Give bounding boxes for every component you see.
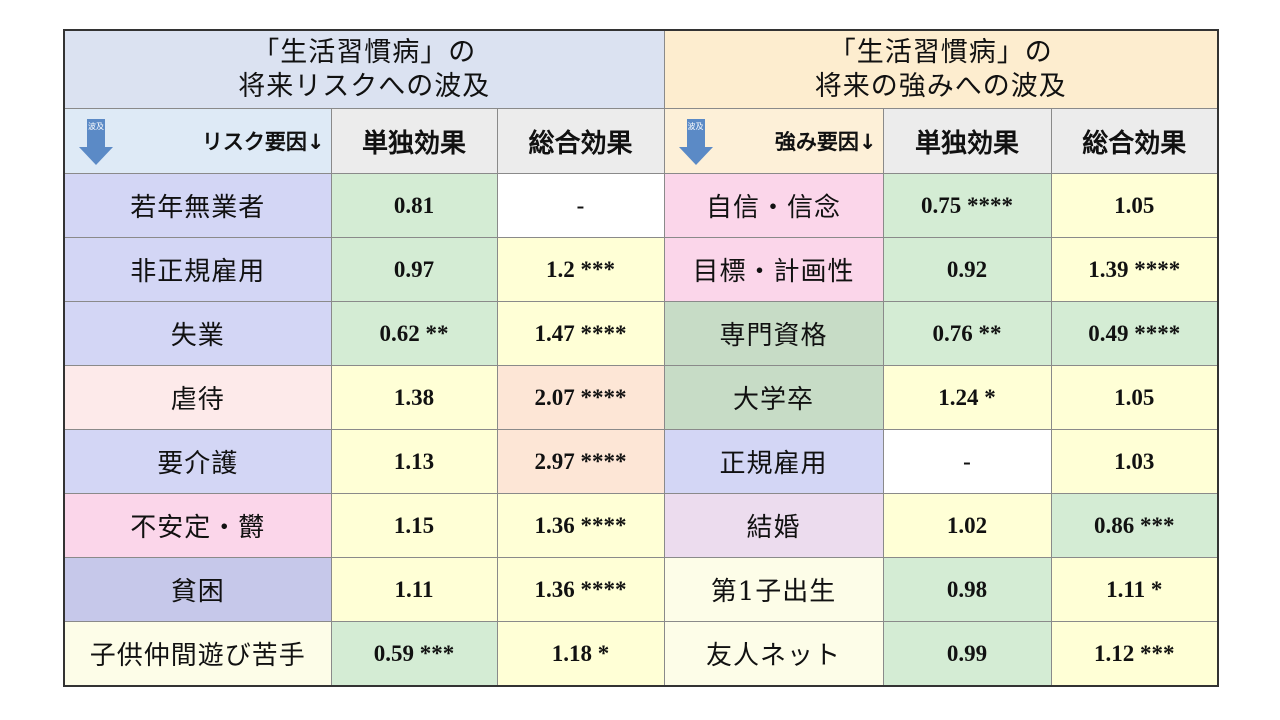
table-row: 若年無業者 0.81- 自信・信念 0.75 **** 1.05 bbox=[63, 173, 1219, 238]
risk-factor-cell: 不安定・欝 bbox=[63, 493, 332, 558]
strength-single-effect-cell: 0.98 bbox=[882, 557, 1052, 622]
table-row: 貧困 1.11 1.36 **** 第1子出生 0.98 1.11 * bbox=[63, 557, 1219, 622]
risk-factor-cell: 失業 bbox=[63, 301, 332, 366]
strength-total-effect-cell: 1.12 *** bbox=[1050, 621, 1219, 687]
risk-single-effect-cell: 1.38 bbox=[330, 365, 498, 430]
risk-single-effect-cell: 0.81 bbox=[330, 173, 498, 238]
strength-factor-header: 波及 強み要因↓ bbox=[663, 108, 884, 174]
strength-factor-label: 強み要因↓ bbox=[774, 130, 877, 154]
strength-factor-cell: 大学卒 bbox=[663, 365, 884, 430]
table-row: 子供仲間遊び苦手 0.59 *** 1.18 * 友人ネット 0.99 1.12 *** bbox=[63, 621, 1219, 687]
down-arrow-icon: 波及 bbox=[678, 119, 713, 165]
strength-total-effect-header: 総合効果 bbox=[1050, 108, 1219, 174]
risk-total-effect-cell: 1.36 **** bbox=[496, 557, 665, 622]
strength-total-effect-cell: 1.05 bbox=[1050, 365, 1219, 430]
risk-factor-cell: 虐待 bbox=[63, 365, 332, 430]
risk-factor-cell: 貧困 bbox=[63, 557, 332, 622]
risk-single-effect-header: 単独効果 bbox=[330, 108, 498, 174]
risk-factor-cell: 要介護 bbox=[63, 429, 332, 494]
strength-factor-cell: 専門資格 bbox=[663, 301, 884, 366]
risk-factor-label: リスク要因↓ bbox=[201, 130, 325, 154]
risk-total-effect-header: 総合効果 bbox=[496, 108, 665, 174]
strength-factor-cell: 第1子出生 bbox=[663, 557, 884, 622]
risk-single-effect-cell: 0.62 ** bbox=[330, 301, 498, 366]
strength-total-effect-cell: 0.86 *** bbox=[1050, 493, 1219, 558]
risk-total-effect-cell: 1.18 * bbox=[496, 621, 665, 687]
risk-total-effect-cell: 1.2 *** bbox=[496, 237, 665, 302]
strength-title-line2: 将来の強みへの波及 bbox=[814, 70, 1067, 102]
effects-table: 「生活習慣病」の 将来リスクへの波及 「生活習慣病」の 将来の強みへの波及 波及… bbox=[63, 29, 1219, 687]
risk-factor-cell: 非正規雇用 bbox=[63, 237, 332, 302]
strength-title-line1: 「生活習慣病」の bbox=[828, 36, 1053, 68]
strength-single-effect-cell: 0.76 ** bbox=[882, 301, 1052, 366]
risk-title-line1: 「生活習慣病」の bbox=[252, 36, 477, 68]
strength-total-effect-cell: 1.05 bbox=[1050, 173, 1219, 238]
risk-total-effect-cell: 1.36 **** bbox=[496, 493, 665, 558]
strength-single-effect-cell: 0.92 bbox=[882, 237, 1052, 302]
strength-total-effect-cell: 0.49 **** bbox=[1050, 301, 1219, 366]
risk-total-effect-cell: 1.47 **** bbox=[496, 301, 665, 366]
risk-single-effect-cell: 1.13 bbox=[330, 429, 498, 494]
strength-single-effect-cell: - bbox=[882, 429, 1052, 494]
strength-total-effect-cell: 1.39 **** bbox=[1050, 237, 1219, 302]
strength-section-title: 「生活習慣病」の 将来の強みへの波及 bbox=[663, 29, 1219, 109]
strength-single-effect-header: 単独効果 bbox=[882, 108, 1052, 174]
strength-single-effect-cell: 1.02 bbox=[882, 493, 1052, 558]
arrow-label: 波及 bbox=[687, 122, 704, 131]
risk-factor-cell: 子供仲間遊び苦手 bbox=[63, 621, 332, 687]
strength-factor-cell: 目標・計画性 bbox=[663, 237, 884, 302]
arrow-label: 波及 bbox=[88, 122, 104, 131]
table-row: 不安定・欝 1.15 1.36 **** 結婚 1.02 0.86 *** bbox=[63, 493, 1219, 558]
risk-total-effect-cell: 2.97 **** bbox=[496, 429, 665, 494]
strength-factor-cell: 自信・信念 bbox=[663, 173, 884, 238]
risk-total-effect-cell: 2.07 **** bbox=[496, 365, 665, 430]
risk-factor-header: 波及 リスク要因↓ bbox=[63, 108, 332, 174]
risk-single-effect-cell: 1.11 bbox=[330, 557, 498, 622]
table-row: 失業 0.62 ** 1.47 **** 専門資格 0.76 ** 0.49 **** bbox=[63, 301, 1219, 366]
strength-total-effect-cell: 1.11 * bbox=[1050, 557, 1219, 622]
strength-factor-cell: 結婚 bbox=[663, 493, 884, 558]
table-row: 要介護 1.13 2.97 **** 正規雇用 -1.03 bbox=[63, 429, 1219, 494]
risk-single-effect-cell: 0.59 *** bbox=[330, 621, 498, 687]
risk-single-effect-cell: 0.97 bbox=[330, 237, 498, 302]
strength-single-effect-cell: 0.75 **** bbox=[882, 173, 1052, 238]
table-row: 虐待 1.38 2.07 **** 大学卒 1.24 * 1.05 bbox=[63, 365, 1219, 430]
risk-title-line2: 将来リスクへの波及 bbox=[238, 70, 491, 102]
strength-factor-cell: 友人ネット bbox=[663, 621, 884, 687]
risk-section-title: 「生活習慣病」の 将来リスクへの波及 bbox=[63, 29, 665, 109]
strength-factor-cell: 正規雇用 bbox=[663, 429, 884, 494]
risk-factor-cell: 若年無業者 bbox=[63, 173, 332, 238]
table-row: 非正規雇用 0.97 1.2 *** 目標・計画性 0.92 1.39 **** bbox=[63, 237, 1219, 302]
down-arrow-icon: 波及 bbox=[79, 119, 113, 165]
strength-single-effect-cell: 1.24 * bbox=[882, 365, 1052, 430]
risk-single-effect-cell: 1.15 bbox=[330, 493, 498, 558]
risk-total-effect-cell: - bbox=[496, 173, 665, 238]
strength-single-effect-cell: 0.99 bbox=[882, 621, 1052, 687]
strength-total-effect-cell: 1.03 bbox=[1050, 429, 1219, 494]
